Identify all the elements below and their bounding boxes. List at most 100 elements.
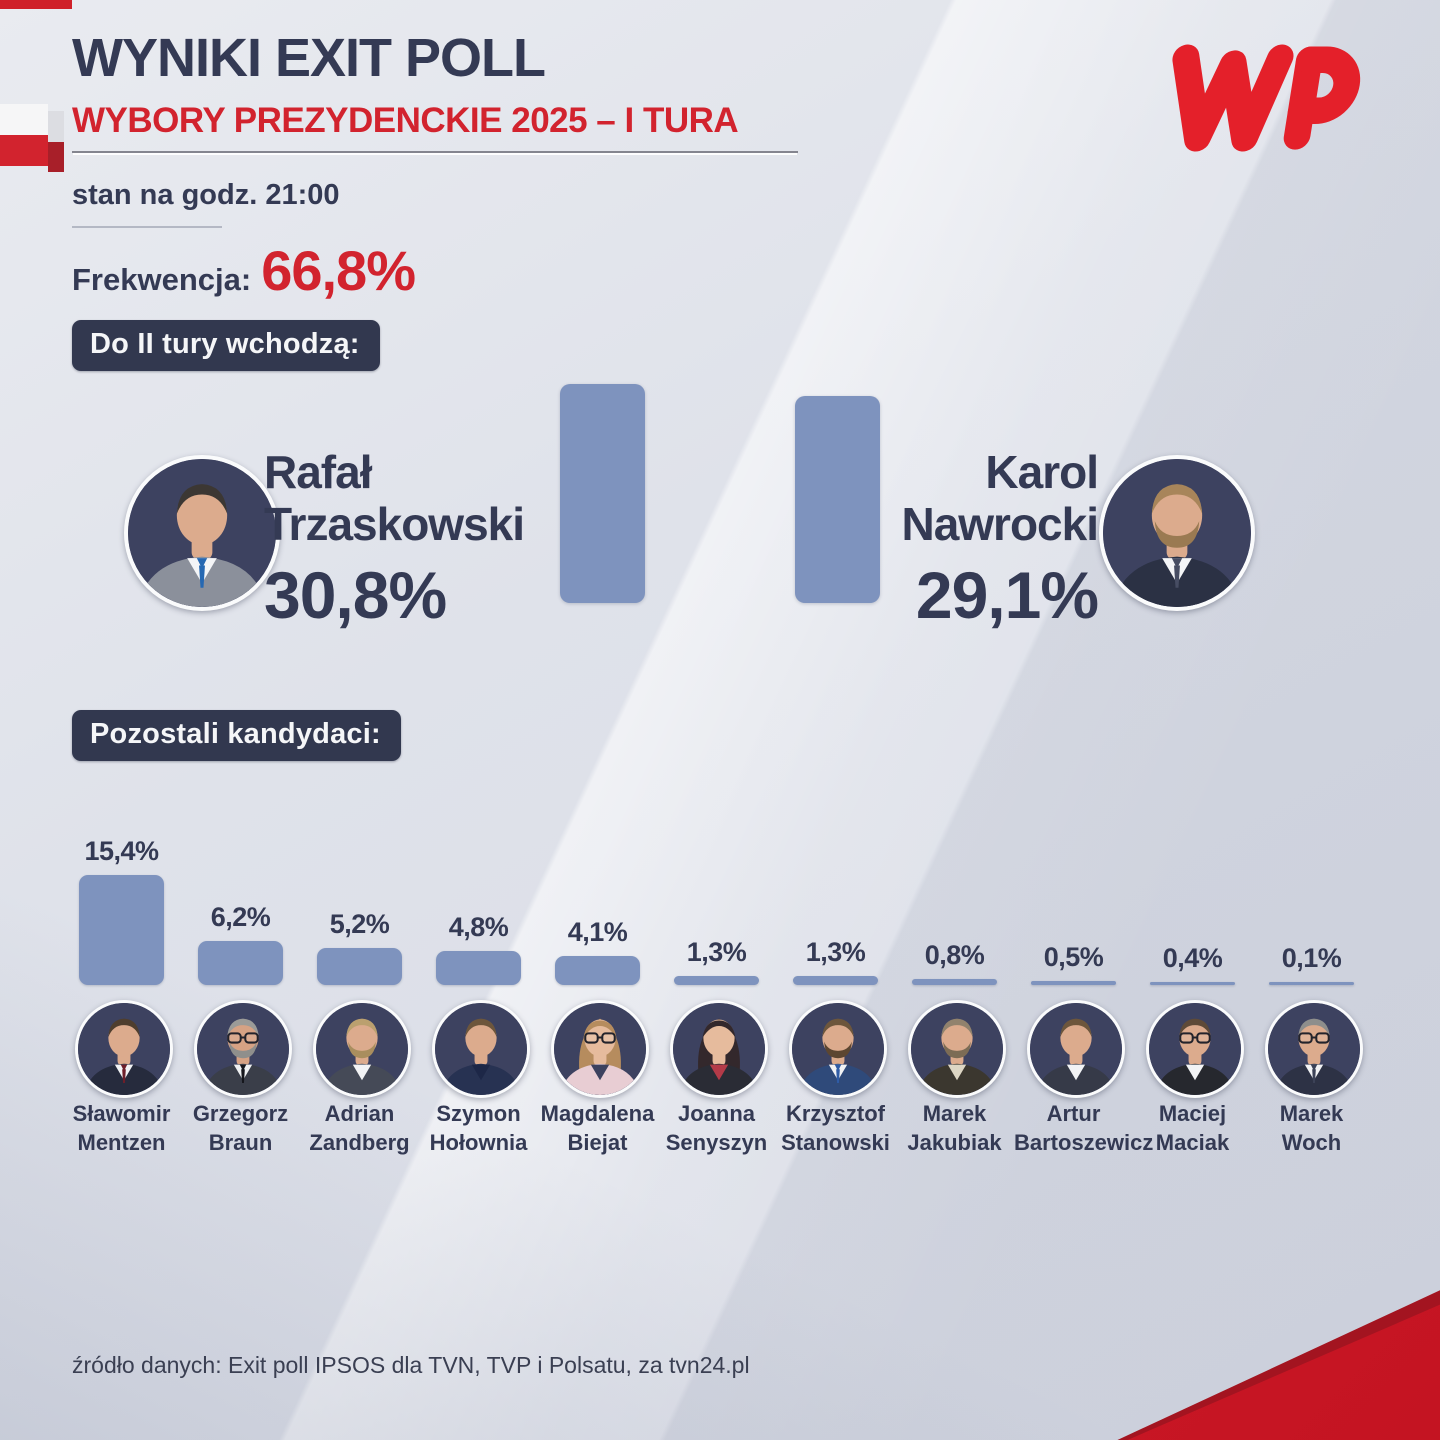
candidate-column: 4,8% Szymon Hołownia xyxy=(419,800,538,1170)
result-bar xyxy=(1150,982,1235,985)
candidate-first-name: Artur xyxy=(1046,1101,1101,1126)
top-left-red-strip xyxy=(0,0,72,9)
result-bar xyxy=(674,976,759,985)
candidate-last-name: Hołownia xyxy=(429,1129,528,1155)
source-note: źródło danych: Exit poll IPSOS dla TVN, … xyxy=(72,1352,750,1378)
candidate-percent: 0,5% xyxy=(1043,942,1104,972)
page-subtitle: WYBORY PREZYDENCKIE 2025 – I TURA xyxy=(72,101,799,153)
candidate-name: Marek Woch xyxy=(1252,1100,1371,1157)
candidate-last-name: Zandberg xyxy=(309,1129,410,1155)
candidate-first-name: Krzysztof xyxy=(785,1101,885,1126)
candidate-column: 5,2% Adrian Zandberg xyxy=(300,800,419,1170)
candidate-photo xyxy=(670,1000,768,1098)
candidate-column: 1,3% Krzysztof Stanowski xyxy=(776,800,895,1170)
candidate-name: Krzysztof Stanowski xyxy=(776,1100,895,1157)
result-bar-nawrocki xyxy=(795,396,880,603)
candidate-last-name: Bartoszewicz xyxy=(1014,1129,1154,1155)
candidate-percent: 0,4% xyxy=(1162,943,1223,973)
candidate-name: Sławomir Mentzen xyxy=(62,1100,181,1157)
flag-fold-white xyxy=(48,111,64,142)
result-bar xyxy=(793,976,878,985)
candidate-last-name: Biejat xyxy=(567,1129,628,1155)
candidate-last-name: Senyszyn xyxy=(665,1129,768,1155)
finalist-first-name: Rafał xyxy=(264,446,372,498)
candidate-percent: 15,4% xyxy=(84,836,159,866)
candidate-photo xyxy=(789,1000,887,1098)
candidate-name: Marek Jakubiak xyxy=(895,1100,1014,1157)
candidate-photo xyxy=(551,1000,649,1098)
turnout-value: 66,8% xyxy=(261,238,416,302)
candidate-first-name: Marek xyxy=(922,1101,987,1126)
result-bar xyxy=(317,948,402,985)
candidate-photo xyxy=(194,1000,292,1098)
candidate-photo-nawrocki xyxy=(1099,455,1255,611)
finalist-trzaskowski: Rafał Trzaskowski 30,8% xyxy=(264,446,525,633)
candidate-name: Adrian Zandberg xyxy=(300,1100,419,1157)
candidate-percent: 0,8% xyxy=(924,940,985,970)
finalist-last-name: Nawrocki xyxy=(901,498,1099,551)
candidate-percent: 6,2% xyxy=(210,902,271,932)
candidate-percent: 1,3% xyxy=(686,937,747,967)
result-bar xyxy=(198,941,283,985)
candidate-column: 0,1% Marek Woch xyxy=(1252,800,1371,1170)
finalist-first-name: Karol xyxy=(985,446,1099,498)
candidate-last-name: Stanowski xyxy=(781,1129,890,1155)
candidate-column: 0,8% Marek Jakubiak xyxy=(895,800,1014,1170)
turnout: Frekwencja: 66,8% xyxy=(72,238,1072,303)
finalist-percent: 29,1% xyxy=(915,557,1099,632)
result-bar xyxy=(1031,981,1116,985)
candidate-name: Magdalena Biejat xyxy=(538,1100,657,1157)
candidate-first-name: Joanna xyxy=(677,1101,756,1126)
candidate-last-name: Maciak xyxy=(1155,1129,1230,1155)
others-chart: 15,4% Sławomir Mentzen 6,2% xyxy=(62,800,1371,1170)
candidate-percent: 5,2% xyxy=(329,909,390,939)
divider-line xyxy=(72,225,222,228)
finalists-badge: Do II tury wchodzą: xyxy=(72,320,380,371)
candidate-last-name: Woch xyxy=(1281,1129,1342,1155)
candidate-column: 6,2% Grzegorz Braun xyxy=(181,800,300,1170)
candidate-first-name: Adrian xyxy=(324,1101,395,1126)
candidate-photo xyxy=(432,1000,530,1098)
finalist-percent: 30,8% xyxy=(264,557,447,632)
candidate-column: 15,4% Sławomir Mentzen xyxy=(62,800,181,1170)
result-bar xyxy=(436,951,521,985)
candidate-column: 4,1% Magdalena Biejat xyxy=(538,800,657,1170)
others-badge: Pozostali kandydaci: xyxy=(72,710,401,761)
status-time: stan na godz. 21:00 xyxy=(72,178,340,211)
candidate-photo xyxy=(1265,1000,1363,1098)
candidate-photo-trzaskowski xyxy=(124,455,280,611)
candidate-name: Artur Bartoszewicz xyxy=(1014,1100,1154,1157)
finalist-nawrocki: Karol Nawrocki 29,1% xyxy=(901,446,1099,633)
candidate-photo xyxy=(1146,1000,1244,1098)
candidate-first-name: Magdalena xyxy=(540,1101,655,1126)
candidate-first-name: Marek xyxy=(1279,1101,1344,1126)
turnout-label: Frekwencja: xyxy=(72,261,252,297)
candidate-last-name: Braun xyxy=(208,1129,273,1155)
candidate-name: Maciej Maciak xyxy=(1133,1100,1252,1157)
result-bar xyxy=(79,875,164,985)
candidate-percent: 4,8% xyxy=(448,912,509,942)
wp-logo-icon xyxy=(1172,44,1361,152)
candidate-column: 0,5% Artur Bartoszewicz xyxy=(1014,800,1154,1170)
candidate-column: 0,4% Maciej Maciak xyxy=(1133,800,1252,1170)
flag-fold-red xyxy=(48,142,64,172)
candidate-first-name: Grzegorz xyxy=(192,1101,289,1126)
candidate-first-name: Sławomir xyxy=(72,1101,171,1126)
page-title: WYNIKI EXIT POLL xyxy=(72,28,546,88)
candidate-last-name: Mentzen xyxy=(77,1129,166,1155)
candidate-first-name: Szymon xyxy=(436,1101,521,1126)
flag-white-stripe xyxy=(0,104,48,135)
candidate-photo xyxy=(908,1000,1006,1098)
poland-flag-ribbon xyxy=(0,104,64,172)
candidate-name: Grzegorz Braun xyxy=(181,1100,300,1157)
finalist-last-name: Trzaskowski xyxy=(264,498,525,551)
result-bar-trzaskowski xyxy=(560,384,645,603)
result-bar xyxy=(555,956,640,985)
candidate-last-name: Jakubiak xyxy=(907,1129,1002,1155)
candidate-percent: 0,1% xyxy=(1281,943,1342,973)
candidate-photo xyxy=(1027,1000,1125,1098)
header: WYNIKI EXIT POLL WYBORY PREZYDENCKIE 202… xyxy=(72,30,1072,303)
candidate-percent: 4,1% xyxy=(567,917,628,947)
result-bar xyxy=(912,979,997,985)
